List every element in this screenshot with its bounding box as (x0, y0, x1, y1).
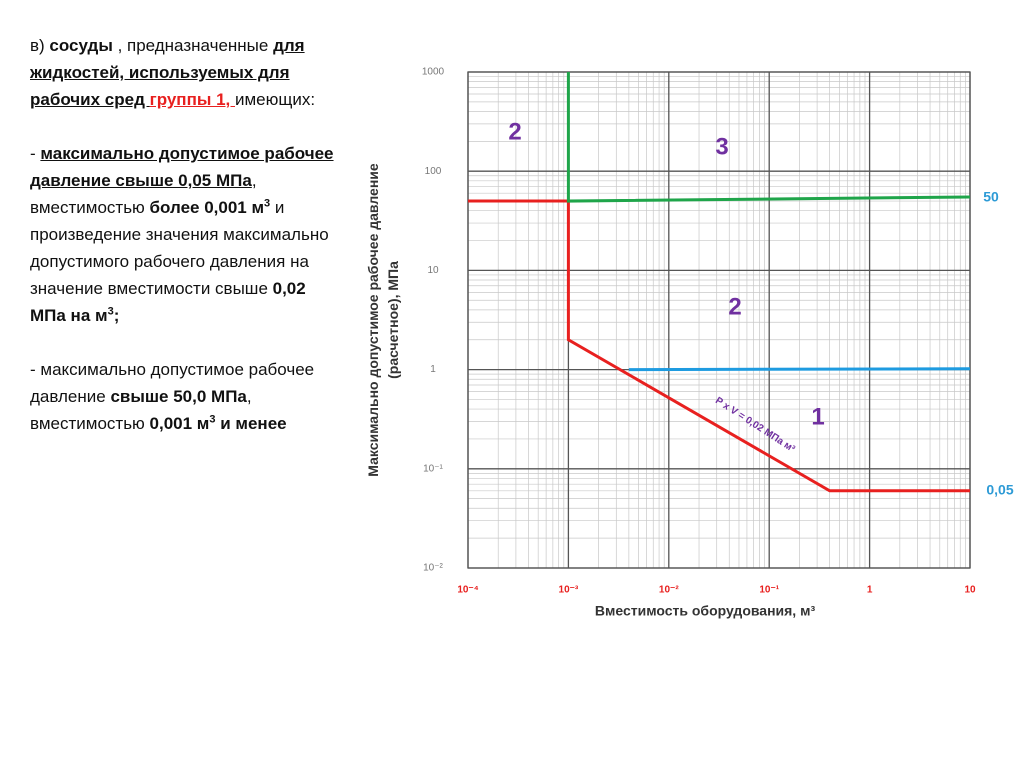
text: более 0,001 м (149, 198, 265, 217)
x-axis-label: Вместимость оборудования, м³ (595, 603, 816, 619)
annotation: 0,05 (986, 482, 1013, 498)
annotation: 2 (728, 293, 741, 320)
text: в) (30, 36, 50, 55)
text: , предназначенные (112, 36, 274, 55)
y-tick-label: 1 (430, 364, 436, 375)
text: , вместимостью (30, 387, 252, 433)
text: и менее (215, 414, 287, 433)
paragraph: - максимально допустимое рабочее давлени… (30, 356, 335, 437)
text: 3 (107, 305, 114, 318)
x-tick-label: 1 (867, 585, 873, 596)
description: в) сосуды , предназначенные для жидкосте… (30, 32, 335, 464)
x-tick-label: 10⁻² (659, 585, 679, 596)
x-tick-label: 10⁻³ (559, 585, 579, 596)
annotation: 1 (811, 403, 824, 430)
x-tick-label: 10⁻¹ (759, 585, 779, 596)
text: , вместимостью (30, 171, 257, 217)
text: 3 (209, 413, 216, 426)
text: - (30, 144, 41, 163)
text: сосуды (49, 36, 113, 55)
paragraph: - максимально допустимое рабочее давлени… (30, 140, 335, 329)
plot-frame (467, 71, 971, 569)
text: 0,001 м (149, 414, 210, 433)
text: 3 (264, 197, 271, 210)
series-line (468, 199, 970, 493)
text: и произведение значения максимально допу… (30, 198, 329, 298)
series-line (628, 367, 971, 372)
series-line (566, 72, 971, 203)
annotation: 2 (508, 118, 521, 145)
y-tick-label: 10⁻² (423, 563, 443, 574)
text: - максимально допустимое рабочее давлени… (30, 360, 315, 406)
text: максимально допустимое рабочее давление … (30, 144, 334, 190)
x-tick-label: 10 (964, 585, 976, 596)
y-tick-label: 1000 (422, 67, 445, 78)
y-tick-label: 100 (425, 166, 442, 177)
annotation: 50 (983, 189, 999, 205)
paragraph: в) сосуды , предназначенные для жидкосте… (30, 32, 335, 113)
text: 0,02 МПа на м (30, 279, 306, 325)
text: имеющих: (234, 90, 316, 109)
text: для жидкостей, используемых для рабочих … (30, 36, 305, 109)
y-tick-label: 10 (427, 265, 439, 276)
text: группы 1, (149, 90, 235, 109)
y-tick-label: 10⁻¹ (423, 463, 443, 474)
x-tick-label: 10⁻⁴ (457, 585, 478, 596)
text: свыше 50,0 МПа (110, 387, 247, 406)
text: ; (113, 306, 120, 325)
annotation: 3 (715, 133, 728, 160)
